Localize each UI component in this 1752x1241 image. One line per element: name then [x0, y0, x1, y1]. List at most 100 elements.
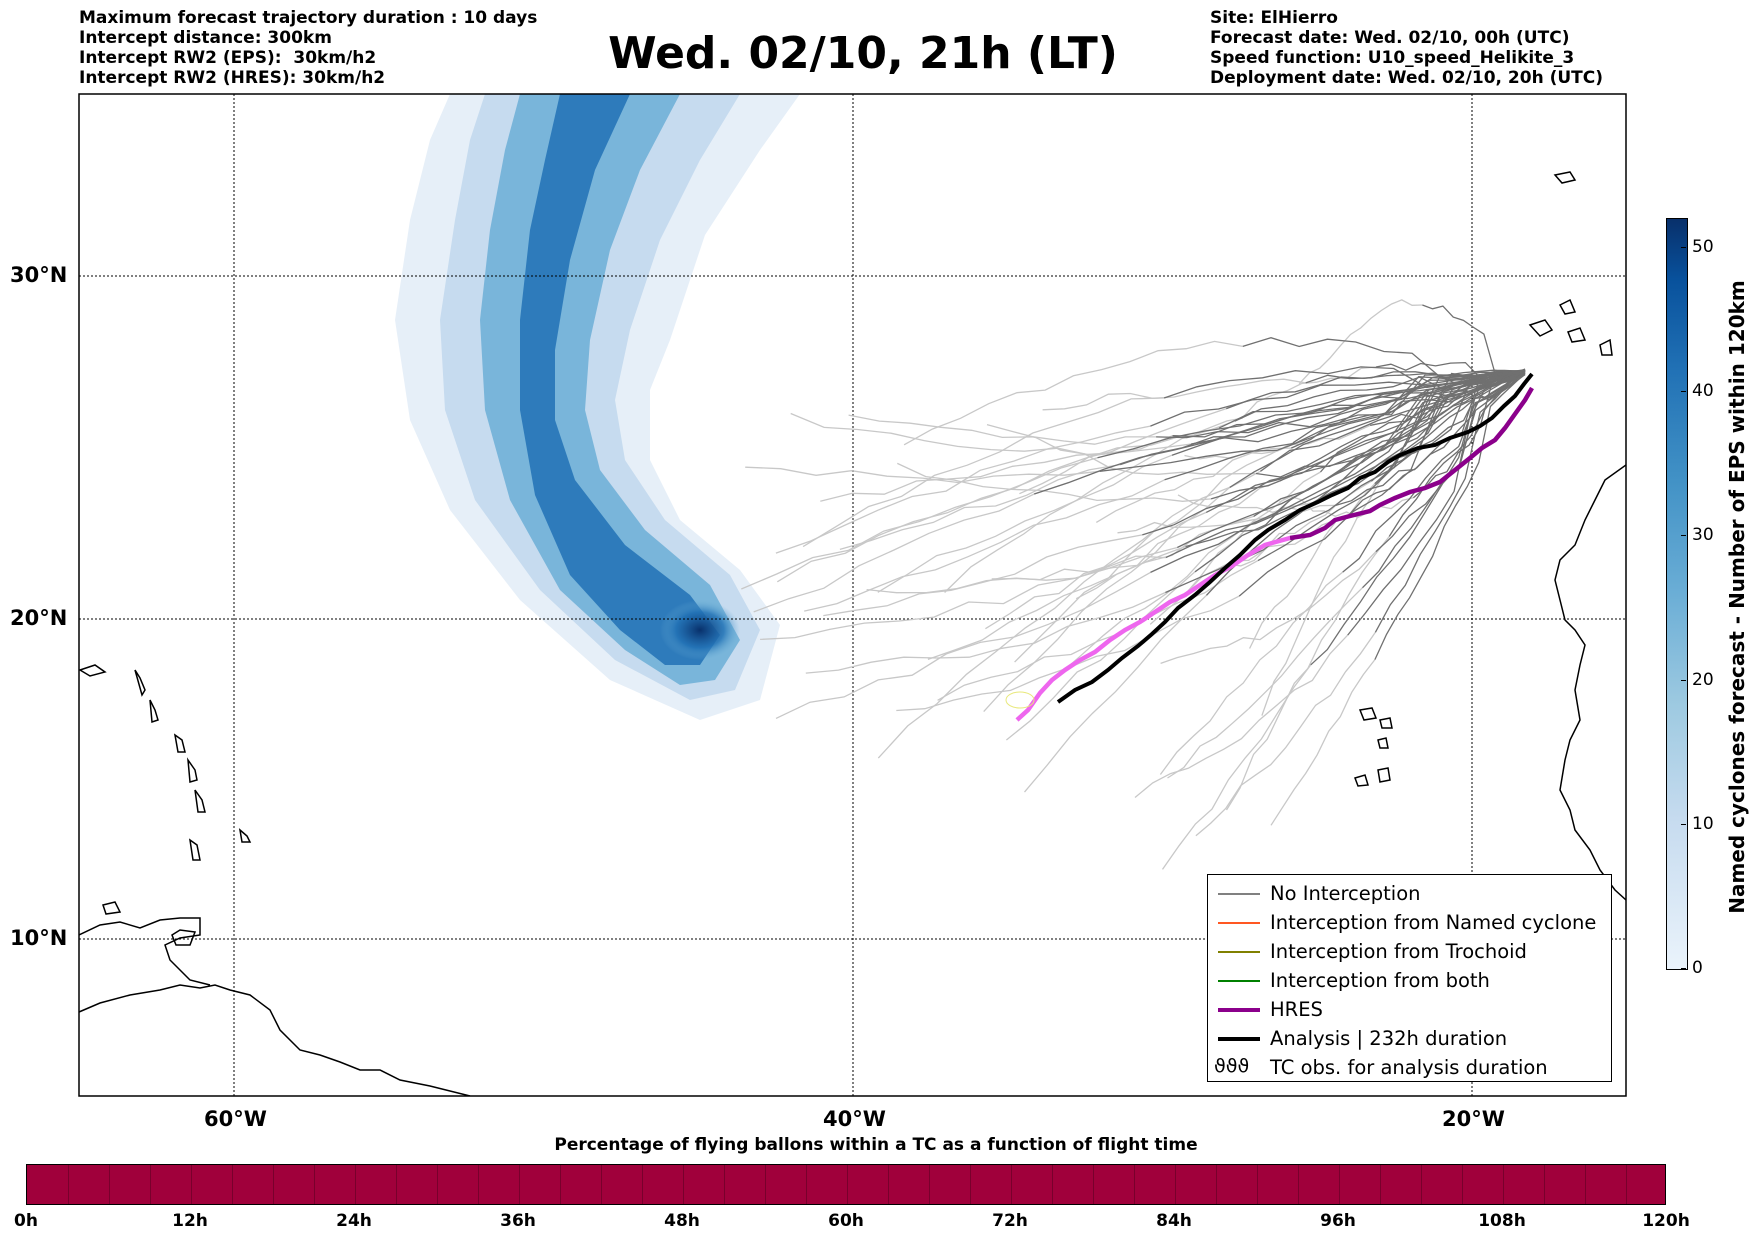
eps-trajectory	[760, 546, 1178, 641]
eps-trajectory	[1177, 494, 1336, 513]
eps-trajectory	[805, 591, 1166, 674]
pct-bar-segment	[478, 1165, 479, 1204]
pct-bar-segment	[1544, 1165, 1545, 1204]
swath-peak	[660, 600, 740, 660]
pct-bar-segment	[68, 1165, 69, 1204]
header-right: Site: ElHierro Forecast date: Wed. 02/10…	[1210, 8, 1603, 88]
pct-bar-segment	[683, 1165, 684, 1204]
eps-trajectory	[903, 340, 1243, 446]
map-content	[79, 94, 1626, 1096]
pct-bar-segment	[929, 1165, 930, 1204]
eps-trajectory-near	[1226, 369, 1526, 410]
page-title: Wed. 02/10, 21h (LT)	[608, 28, 1118, 79]
legend-item-no-interception: No Interception	[1208, 881, 1611, 907]
eps-trajectory-near	[1374, 372, 1526, 660]
legend-label: No Interception	[1270, 882, 1421, 905]
colorbar-tick-mark	[1681, 391, 1686, 393]
header-right-line: Speed function: U10_speed_Helikite_3	[1210, 48, 1575, 68]
lat-label-10: 10°N	[10, 926, 68, 950]
eps-trajectory	[1005, 571, 1196, 741]
eps-trajectory	[1019, 399, 1250, 495]
legend-label: Analysis | 232h duration	[1270, 1027, 1508, 1050]
eps-trajectory-near	[1033, 368, 1526, 495]
pct-bar-segment	[765, 1165, 766, 1204]
lon-label-40: 40°W	[823, 1107, 886, 1131]
legend-label: TC obs. for analysis duration	[1270, 1056, 1548, 1079]
pct-bar-segment	[1011, 1165, 1012, 1204]
pct-bar-segment	[191, 1165, 192, 1204]
pct-bar-segment	[888, 1165, 889, 1204]
eps-trajectory	[848, 414, 1157, 445]
eps-trajectory	[820, 435, 1205, 502]
eps-trajectory-near	[1238, 373, 1526, 597]
eps-trajectory	[1261, 465, 1394, 716]
map-legend: No Interception Interception from Named …	[1207, 874, 1612, 1082]
eps-trajectory	[1160, 551, 1377, 665]
pct-bar	[26, 1164, 1666, 1205]
pct-bar-segment	[847, 1165, 848, 1204]
madeira-islands	[1553, 171, 1577, 184]
analysis-trajectory	[1056, 372, 1534, 704]
pct-bar-segment	[1462, 1165, 1463, 1204]
pct-bar-segment	[1257, 1165, 1258, 1204]
pct-bar-label: 12h	[172, 1211, 208, 1231]
legend-item-tc-obs: ϑϑϑ TC obs. for analysis duration	[1208, 1055, 1611, 1081]
pct-bar-segment	[560, 1165, 561, 1204]
eps-trajectory	[1075, 480, 1281, 600]
header-left-line: Maximum forecast trajectory duration : 1…	[79, 8, 538, 28]
eps-trajectory	[745, 466, 1100, 484]
eps-trajectory-near	[1206, 370, 1526, 596]
eps-trajectory	[802, 397, 1165, 548]
pct-bar-label: 84h	[1156, 1211, 1192, 1231]
pct-bar-label: 60h	[828, 1211, 864, 1231]
colorbar-tick-mark	[1681, 679, 1686, 681]
eps-trajectory	[927, 515, 1254, 661]
colorbar-tick-label: 10	[1692, 813, 1714, 834]
pct-bar-segment	[806, 1165, 807, 1204]
legend-swatch	[1218, 951, 1260, 953]
tc-observation-marker	[1005, 691, 1035, 709]
eps-trajectories-dark	[1033, 304, 1526, 666]
eps-trajectory-near	[1156, 369, 1526, 439]
colorbar-tick-mark	[1681, 968, 1686, 969]
trinidad-island	[171, 929, 197, 946]
eps-trajectory-near	[1260, 372, 1526, 472]
header-left-line: Intercept RW2 (HRES): 30km/h2	[79, 68, 386, 88]
cape-verde-islands	[1354, 707, 1393, 787]
pct-bar-segment	[437, 1165, 438, 1204]
pct-bar-segment	[273, 1165, 274, 1204]
pct-bar-segment	[1380, 1165, 1381, 1204]
eps-trajectory	[1134, 634, 1349, 799]
legend-swatch	[1218, 980, 1260, 982]
pct-bar-label: 36h	[500, 1211, 536, 1231]
pct-bar-label: 0h	[14, 1211, 38, 1231]
colorbar-tick-label: 0	[1692, 958, 1703, 978]
lat-label-30: 30°N	[10, 263, 68, 287]
legend-label: HRES	[1270, 998, 1323, 1021]
hres-trajectory-light	[1015, 535, 1291, 722]
eps-trajectory	[790, 412, 1225, 456]
pct-bar-segment	[109, 1165, 110, 1204]
header-left-line: Intercept RW2 (EPS): 30km/h2	[79, 48, 377, 68]
eps-trajectory	[937, 560, 1259, 701]
header-right-line: Deployment date: Wed. 02/10, 20h (UTC)	[1210, 68, 1604, 88]
eps-trajectory	[753, 481, 1070, 613]
eps-trajectory	[985, 511, 1207, 630]
legend-item-analysis: Analysis | 232h duration	[1208, 1026, 1611, 1052]
eps-trajectory	[741, 457, 1098, 590]
pct-bar-segment	[642, 1165, 643, 1204]
pct-bar-segment	[519, 1165, 520, 1204]
pct-bar-segment	[150, 1165, 151, 1204]
legend-item-hres: HRES	[1208, 997, 1611, 1023]
colorbar-tick-mark	[1681, 535, 1686, 537]
cyclone-density-swath	[395, 94, 800, 720]
colorbar-tick-label: 50	[1692, 236, 1714, 257]
legend-swatch	[1218, 922, 1260, 924]
pct-bar-label: 120h	[1642, 1211, 1690, 1231]
coastlines	[79, 171, 1626, 1096]
colorbar	[1666, 218, 1688, 970]
eps-trajectory	[877, 470, 1261, 759]
pct-bar-segment	[396, 1165, 397, 1204]
eps-trajectory-near	[1347, 369, 1526, 636]
